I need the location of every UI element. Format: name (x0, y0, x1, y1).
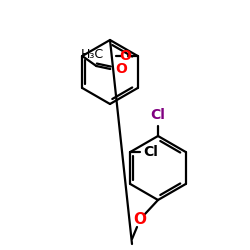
Text: Cl: Cl (150, 108, 166, 122)
Text: O: O (134, 212, 146, 226)
Text: O: O (115, 62, 127, 76)
Text: H₃C: H₃C (80, 48, 104, 60)
Text: Cl: Cl (143, 145, 158, 159)
Text: O: O (119, 49, 131, 63)
